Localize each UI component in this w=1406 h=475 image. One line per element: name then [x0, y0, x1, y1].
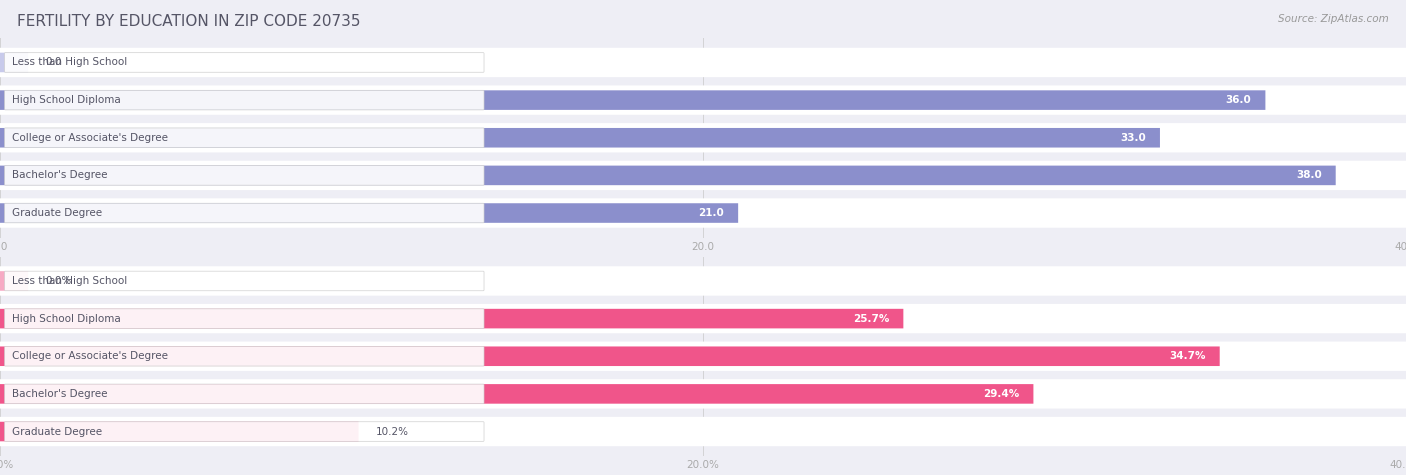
Text: 0.0%: 0.0% [45, 276, 72, 286]
FancyBboxPatch shape [0, 266, 1406, 295]
FancyBboxPatch shape [0, 203, 738, 223]
FancyBboxPatch shape [4, 90, 484, 110]
Text: 33.0: 33.0 [1121, 133, 1146, 143]
Text: High School Diploma: High School Diploma [13, 95, 121, 105]
FancyBboxPatch shape [4, 422, 484, 441]
FancyBboxPatch shape [0, 161, 1406, 190]
Text: Bachelor's Degree: Bachelor's Degree [13, 171, 108, 180]
FancyBboxPatch shape [0, 199, 1406, 228]
FancyBboxPatch shape [4, 53, 484, 72]
FancyBboxPatch shape [0, 90, 1265, 110]
Text: High School Diploma: High School Diploma [13, 314, 121, 323]
FancyBboxPatch shape [0, 123, 1406, 152]
Text: 34.7%: 34.7% [1170, 351, 1206, 361]
FancyBboxPatch shape [0, 166, 1336, 185]
Text: 36.0: 36.0 [1226, 95, 1251, 105]
FancyBboxPatch shape [0, 271, 28, 291]
FancyBboxPatch shape [0, 53, 28, 72]
FancyBboxPatch shape [4, 309, 484, 328]
Text: Less than High School: Less than High School [13, 276, 128, 286]
FancyBboxPatch shape [0, 304, 1406, 333]
Text: 0.0: 0.0 [45, 57, 62, 67]
Text: Graduate Degree: Graduate Degree [13, 208, 103, 218]
FancyBboxPatch shape [4, 346, 484, 366]
Text: Bachelor's Degree: Bachelor's Degree [13, 389, 108, 399]
FancyBboxPatch shape [0, 86, 1406, 115]
FancyBboxPatch shape [0, 379, 1406, 408]
FancyBboxPatch shape [0, 384, 1033, 404]
FancyBboxPatch shape [4, 203, 484, 223]
FancyBboxPatch shape [0, 309, 903, 328]
Text: 10.2%: 10.2% [375, 427, 409, 437]
Text: 25.7%: 25.7% [853, 314, 889, 323]
Text: FERTILITY BY EDUCATION IN ZIP CODE 20735: FERTILITY BY EDUCATION IN ZIP CODE 20735 [17, 14, 360, 29]
Text: Source: ZipAtlas.com: Source: ZipAtlas.com [1278, 14, 1389, 24]
FancyBboxPatch shape [0, 417, 1406, 446]
Text: 29.4%: 29.4% [983, 389, 1019, 399]
FancyBboxPatch shape [4, 384, 484, 404]
Text: Graduate Degree: Graduate Degree [13, 427, 103, 437]
Text: Less than High School: Less than High School [13, 57, 128, 67]
Text: College or Associate's Degree: College or Associate's Degree [13, 133, 169, 143]
FancyBboxPatch shape [0, 342, 1406, 371]
FancyBboxPatch shape [0, 48, 1406, 77]
FancyBboxPatch shape [4, 271, 484, 291]
FancyBboxPatch shape [4, 166, 484, 185]
FancyBboxPatch shape [0, 128, 1160, 148]
FancyBboxPatch shape [4, 128, 484, 148]
FancyBboxPatch shape [0, 346, 1220, 366]
FancyBboxPatch shape [0, 422, 359, 441]
Text: 38.0: 38.0 [1296, 171, 1322, 180]
Text: College or Associate's Degree: College or Associate's Degree [13, 351, 169, 361]
Text: 21.0: 21.0 [699, 208, 724, 218]
